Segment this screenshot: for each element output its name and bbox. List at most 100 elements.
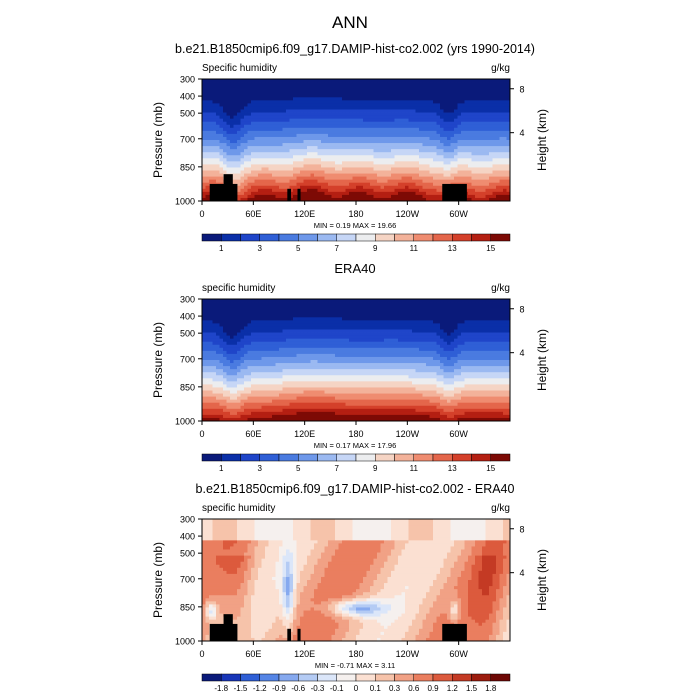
heatmap-cell [464,91,469,95]
y-tick-label: 300 [180,75,195,85]
heatmap-cell [233,369,238,373]
heatmap-cell [506,121,511,126]
heatmap-cell [366,155,371,159]
heatmap-cell [240,82,245,86]
heatmap-cell [447,109,451,113]
heatmap-cell [230,164,234,168]
heatmap-cell [471,136,476,141]
heatmap-cell [265,396,269,401]
heatmap-cell [496,100,500,104]
heatmap-cell [219,326,224,330]
heatmap-cell [450,149,455,153]
heatmap-cell [363,152,367,156]
heatmap-cell [205,140,210,144]
heatmap-cell [352,82,357,86]
heatmap-cell [310,140,315,144]
heatmap-cell [219,344,224,349]
heatmap-cell [317,320,322,324]
heatmap-cell [415,115,420,120]
heatmap-cell [286,100,290,104]
heatmap-cell [342,130,346,135]
heatmap-cell [240,347,245,352]
heatmap-cell [237,100,241,104]
heatmap-cell [300,191,304,196]
heatmap-cell [321,299,325,303]
heatmap-cell [279,381,283,385]
heatmap-cell [321,82,325,86]
heatmap-cell [370,155,374,159]
heatmap-cell [205,97,210,101]
heatmap-cell [419,152,423,156]
heatmap-cell [230,363,234,367]
heatmap-cell [387,106,392,110]
heatmap-cell [296,302,301,306]
heatmap-cell [464,149,469,153]
heatmap-cell [422,136,427,141]
heatmap-cell [506,136,511,141]
heatmap-cell [401,197,406,202]
heatmap-cell [433,194,437,199]
heatmap-cell [272,155,276,159]
heatmap-cell [268,356,273,361]
heatmap-cell [475,167,479,171]
heatmap-cell [394,161,399,165]
heatmap-cell [335,82,339,86]
heatmap-cell [247,91,252,95]
heatmap-cell [310,302,315,306]
heatmap-cell [401,109,406,113]
heatmap-cell [282,133,287,138]
heatmap-cell [366,149,371,153]
heatmap-cell [275,155,280,159]
heatmap-cell [433,94,437,98]
heatmap-cell [205,387,210,391]
heatmap-cell [429,115,434,120]
heatmap-cell [429,197,434,202]
heatmap-cell [356,136,360,141]
heatmap-cell [475,161,479,165]
heatmap-cell [233,399,238,404]
heatmap-cell [310,191,315,196]
heatmap-cell [419,121,423,126]
heatmap-cell [314,332,318,336]
heatmap-cell [265,314,269,318]
heatmap-cell [359,167,364,171]
colorbar-swatch [259,233,280,242]
heatmap-cell [205,299,210,303]
heatmap-cell [205,85,210,89]
heatmap-cell [296,323,301,327]
heatmap-cell [226,381,231,385]
heatmap-cell [317,185,322,190]
heatmap-cell [415,143,420,147]
heatmap-cell [482,82,486,86]
heatmap-cell [254,323,259,327]
heatmap-cell [482,115,486,120]
heatmap-cell [282,332,287,336]
heatmap-cell [209,387,213,391]
heatmap-cell [251,191,255,196]
heatmap-cell [328,121,332,126]
heatmap-cell [212,130,217,135]
heatmap-cell [268,88,273,92]
heatmap-cell [338,136,343,141]
heatmap-cell [475,170,479,174]
heatmap-cell [447,115,451,120]
heatmap-cell [478,194,483,199]
heatmap-cell [293,79,297,83]
heatmap-cell [223,94,227,98]
heatmap-cell [212,408,217,413]
heatmap-cell [307,124,311,129]
heatmap-cell [419,79,423,83]
heatmap-cell [275,414,280,419]
heatmap-cell [226,341,231,346]
heatmap-cell [237,106,241,110]
heatmap-cell [247,106,252,110]
heatmap-cell [261,396,266,401]
heatmap-cell [415,106,420,110]
heatmap-cell [422,155,427,159]
heatmap-cell [317,396,322,401]
heatmap-cell [310,411,315,416]
heatmap-cell [296,149,301,153]
heatmap-cell [265,347,269,352]
heatmap-cell [307,79,311,83]
heatmap-cell [338,103,343,107]
